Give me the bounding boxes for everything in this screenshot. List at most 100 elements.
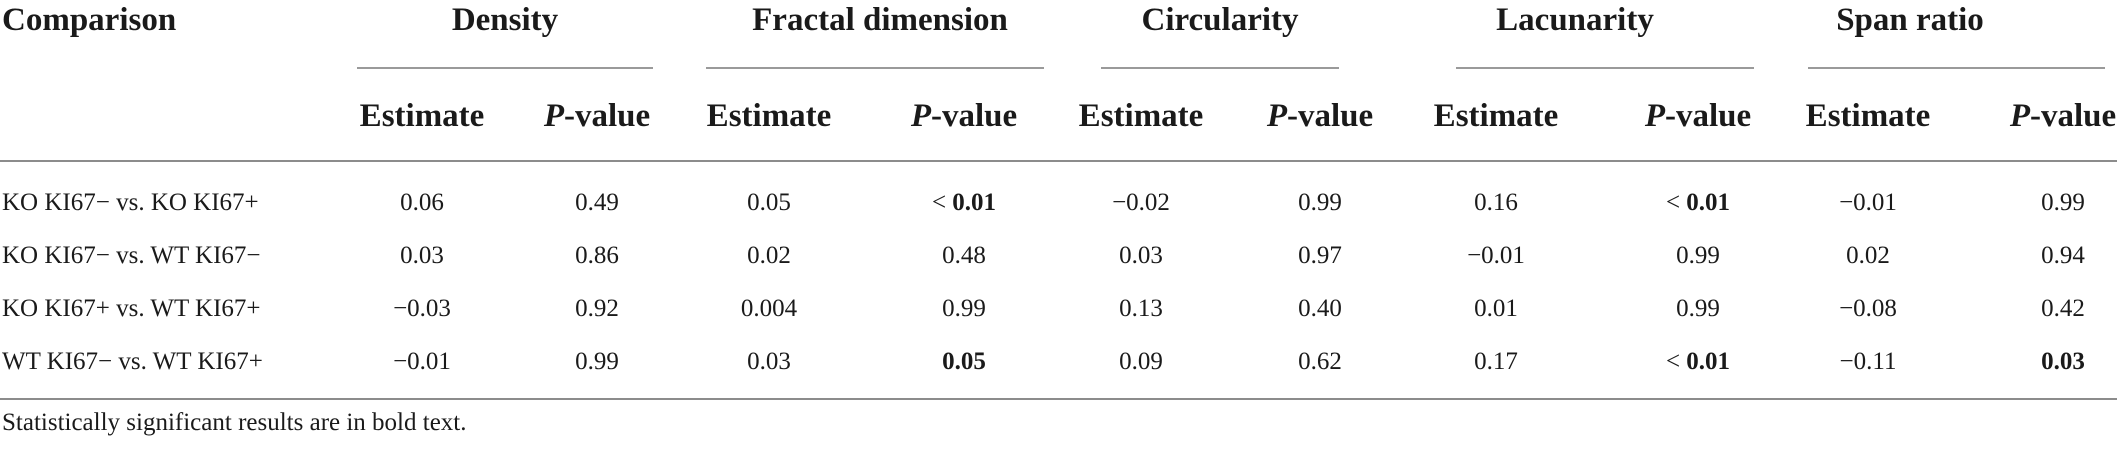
group-header-lacunarity: Lacunarity [1496, 2, 1654, 38]
cell-value: 0.92 [575, 295, 619, 322]
cell-value: 0.01 [1474, 295, 1518, 322]
row-label: WT KI67− vs. WT KI67+ [2, 348, 263, 375]
table-cell: 0.004 [741, 296, 797, 321]
table-cell: < 0.01 [1666, 190, 1730, 215]
cell-value: 0.40 [1298, 295, 1342, 322]
table-cell: 0.86 [575, 243, 619, 268]
table-cell: −0.01 [1467, 243, 1525, 268]
p-value-header: P-value [911, 100, 1017, 133]
table-cell: 0.01 [1474, 296, 1518, 321]
table-cell: 0.09 [1119, 349, 1163, 374]
cell-value: 0.99 [942, 295, 986, 322]
table-cell: 0.48 [942, 243, 986, 268]
table-cell: 0.05 [942, 349, 986, 374]
cell-value: 0.09 [1119, 348, 1163, 375]
cell-value: 0.16 [1474, 189, 1518, 216]
p-value-header: P-value [544, 100, 650, 133]
group-rule [1101, 67, 1339, 69]
table-cell: 0.62 [1298, 349, 1342, 374]
cell-value: 0.06 [400, 189, 444, 216]
cell-value: 0.03 [400, 242, 444, 269]
table-cell: 0.99 [1676, 243, 1720, 268]
cell-value: 0.05 [942, 348, 986, 375]
cell-value: −0.02 [1112, 189, 1170, 216]
table-cell: 0.03 [400, 243, 444, 268]
estimate-header: Estimate [1805, 98, 1931, 134]
cell-value: −0.03 [393, 295, 451, 322]
p-value-suffix: -value [1665, 98, 1752, 134]
cell-value: −0.11 [1839, 348, 1897, 375]
table-cell: 0.99 [1298, 190, 1342, 215]
cell-prefix: < [1665, 348, 1687, 375]
table-cell: 0.03 [1119, 243, 1163, 268]
table-cell: −0.03 [393, 296, 451, 321]
table-cell: −0.08 [1839, 296, 1897, 321]
table-cell: < 0.01 [932, 190, 996, 215]
table-cell: 0.17 [1474, 349, 1518, 374]
table-cell: 0.99 [942, 296, 986, 321]
cell-value: 0.62 [1298, 348, 1342, 375]
cell-value: 0.97 [1298, 242, 1342, 269]
group-rule [357, 67, 653, 69]
table-cell: < 0.01 [1666, 349, 1730, 374]
p-value-header: P-value [1267, 100, 1373, 133]
cell-value: 0.01 [1686, 189, 1731, 216]
table-cell: 0.99 [2041, 190, 2085, 215]
p-value-suffix: -value [931, 98, 1018, 134]
p-value-suffix: -value [564, 98, 651, 134]
cell-value: −0.01 [1467, 242, 1525, 269]
p-italic: P [910, 98, 931, 134]
cell-value: 0.01 [1686, 348, 1731, 375]
cell-value: 0.99 [1298, 189, 1342, 216]
group-rule [1808, 67, 2105, 69]
table-cell: −0.11 [1840, 349, 1897, 374]
table-cell: 0.92 [575, 296, 619, 321]
table-cell: 0.42 [2041, 296, 2085, 321]
cell-value: 0.99 [575, 348, 619, 375]
p-italic: P [1644, 98, 1665, 134]
estimate-header: Estimate [706, 98, 832, 134]
table-cell: 0.06 [400, 190, 444, 215]
group-header-fractal-dimension: Fractal dimension [752, 2, 1008, 38]
p-italic: P [543, 98, 564, 134]
table-cell: 0.49 [575, 190, 619, 215]
p-value-header: P-value [2010, 100, 2116, 133]
table-cell: 0.03 [747, 349, 791, 374]
footnote: Statistically significant results are in… [2, 409, 467, 436]
cell-value: 0.01 [952, 189, 997, 216]
group-rule [706, 67, 1044, 69]
cell-value: −0.01 [1839, 189, 1897, 216]
group-header-circularity: Circularity [1141, 2, 1299, 38]
cell-value: 0.86 [575, 242, 619, 269]
estimate-header: Estimate [359, 98, 485, 134]
group-rule [1456, 67, 1754, 69]
cell-value: 0.03 [1119, 242, 1163, 269]
group-header-span-ratio: Span ratio [1836, 2, 1984, 38]
cell-value: 0.99 [1676, 242, 1720, 269]
cell-prefix: < [931, 189, 953, 216]
estimate-header: Estimate [1433, 98, 1559, 134]
cell-value: −0.01 [393, 348, 451, 375]
cell-value: 0.05 [747, 189, 791, 216]
cell-prefix: < [1665, 189, 1687, 216]
cell-value: 0.03 [2041, 348, 2085, 375]
table-cell: −0.02 [1112, 190, 1170, 215]
row-label: KO KI67+ vs. WT KI67+ [2, 295, 261, 322]
group-header-density: Density [451, 2, 559, 38]
header-group-rule [0, 160, 2117, 162]
cell-value: 0.03 [747, 348, 791, 375]
table-cell: 0.99 [1676, 296, 1720, 321]
table-cell: 0.02 [1846, 243, 1890, 268]
table-bottom-rule [0, 398, 2117, 400]
cell-value: −0.08 [1839, 295, 1897, 322]
cell-value: 0.42 [2041, 295, 2085, 322]
cell-value: 0.94 [2041, 242, 2085, 269]
table-cell: 0.05 [747, 190, 791, 215]
p-value-header: P-value [1645, 100, 1751, 133]
cell-value: 0.004 [740, 295, 798, 322]
estimate-header: Estimate [1078, 98, 1204, 134]
table-cell: −0.01 [393, 349, 451, 374]
table-cell: −0.01 [1839, 190, 1897, 215]
cell-value: 0.02 [747, 242, 791, 269]
p-italic: P [1266, 98, 1287, 134]
